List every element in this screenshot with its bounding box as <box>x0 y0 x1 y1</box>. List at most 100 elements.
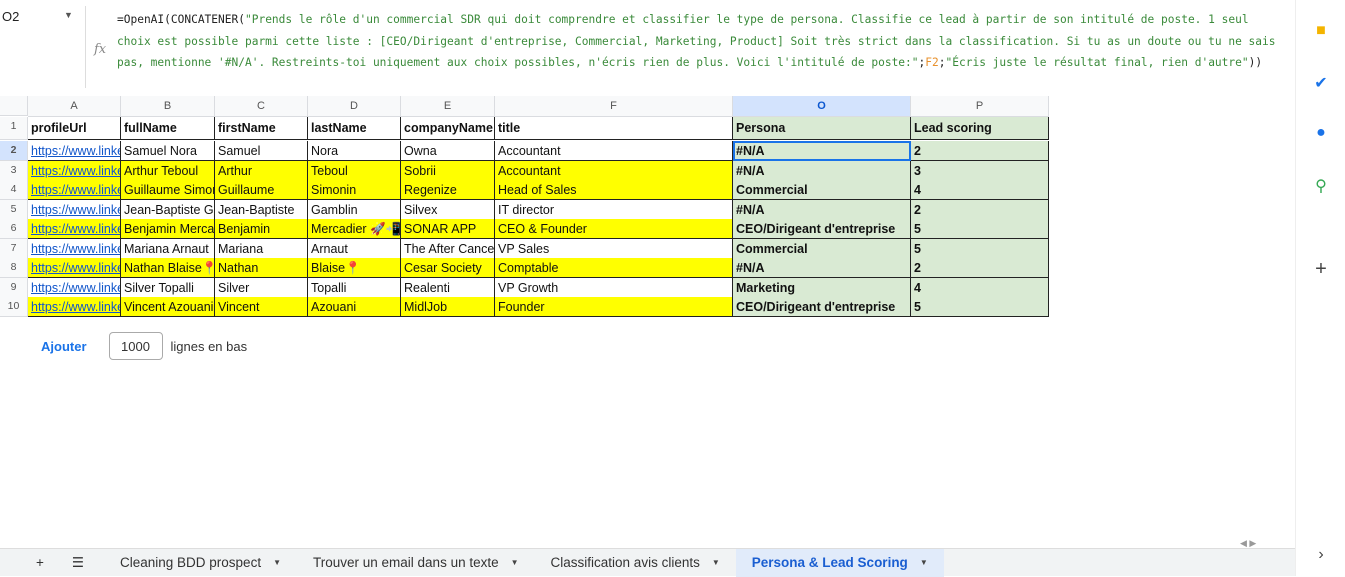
maps-icon[interactable]: ⚲ <box>1315 178 1327 195</box>
cell[interactable]: SONAR APP <box>401 219 495 239</box>
cell[interactable]: IT director <box>495 199 733 220</box>
row-header[interactable]: 4 <box>0 180 28 200</box>
cell[interactable]: Silver <box>215 277 308 298</box>
cell[interactable]: Arthur Teboul <box>121 160 215 181</box>
cell[interactable]: 4 <box>911 277 1049 298</box>
cell[interactable]: https://www.linkedin <box>28 199 121 220</box>
chevron-down-icon[interactable]: ▼ <box>919 558 928 567</box>
add-addon-icon[interactable]: + <box>1315 258 1327 280</box>
profile-link[interactable]: https://www.linkedin <box>31 261 120 275</box>
cell[interactable]: Mercadier 🚀📲 <box>308 219 401 239</box>
cell[interactable]: #N/A <box>733 199 911 220</box>
profile-link[interactable]: https://www.linkedin <box>31 241 120 256</box>
column-header-F[interactable]: F <box>495 96 733 117</box>
header-cell[interactable]: fullName <box>121 117 215 140</box>
cell[interactable]: Guillaume Simonin <box>121 180 215 200</box>
cell[interactable]: Blaise📍 <box>308 258 401 278</box>
column-header-D[interactable]: D <box>308 96 401 117</box>
cell[interactable]: https://www.linkedin <box>28 238 121 259</box>
column-header-E[interactable]: E <box>401 96 495 117</box>
cell[interactable]: Marketing <box>733 277 911 298</box>
header-cell[interactable]: companyName <box>401 117 495 140</box>
tasks-icon[interactable]: ✔ <box>1314 75 1328 92</box>
header-cell[interactable]: firstName <box>215 117 308 140</box>
cell[interactable]: Sobrii <box>401 160 495 181</box>
cell[interactable]: https://www.linkedin <box>28 219 121 239</box>
cell[interactable]: Nora <box>308 141 401 161</box>
cell[interactable]: Mariana <box>215 238 308 259</box>
cell[interactable]: The After Cancer <box>401 238 495 259</box>
cell[interactable]: Topalli <box>308 277 401 298</box>
cell[interactable]: Gamblin <box>308 199 401 220</box>
header-cell[interactable]: Persona <box>733 117 911 140</box>
keep-icon[interactable]: ■ <box>1316 22 1326 39</box>
cell[interactable]: CEO/Dirigeant d'entreprise <box>733 297 911 317</box>
cell[interactable]: 2 <box>911 141 1049 161</box>
cell[interactable]: VP Growth <box>495 277 733 298</box>
profile-link[interactable]: https://www.linkedin <box>31 202 120 217</box>
sheet-tab[interactable]: Classification avis clients ▼ <box>535 549 736 577</box>
cell[interactable]: Arthur <box>215 160 308 181</box>
chevron-down-icon[interactable]: ▼ <box>64 10 73 20</box>
column-header-B[interactable]: B <box>121 96 215 117</box>
row-header[interactable]: 1 <box>0 117 28 140</box>
column-header-A[interactable]: A <box>28 96 121 117</box>
cell[interactable]: 2 <box>911 199 1049 220</box>
cell[interactable]: 4 <box>911 180 1049 200</box>
cell[interactable]: Accountant <box>495 141 733 161</box>
cell[interactable]: Regenize <box>401 180 495 200</box>
cell[interactable]: CEO/Dirigeant d'entreprise <box>733 219 911 239</box>
header-cell[interactable]: title <box>495 117 733 140</box>
cell[interactable]: Comptable <box>495 258 733 278</box>
row-header[interactable]: 7 <box>0 238 28 259</box>
chevron-down-icon[interactable]: ▼ <box>510 558 519 567</box>
cell[interactable]: 3 <box>911 160 1049 181</box>
rows-count-input[interactable]: 1000 <box>108 332 163 360</box>
cell[interactable]: Commercial <box>733 238 911 259</box>
cell[interactable]: Vincent <box>215 297 308 317</box>
cell[interactable]: VP Sales <box>495 238 733 259</box>
cell[interactable]: Teboul <box>308 160 401 181</box>
column-header-P[interactable]: P <box>911 96 1049 117</box>
cell[interactable]: Realenti <box>401 277 495 298</box>
cell[interactable]: 5 <box>911 297 1049 317</box>
cell[interactable]: https://www.linkedin <box>28 160 121 181</box>
cell[interactable]: https://www.linkedin <box>28 141 121 161</box>
add-rows-button[interactable]: Ajouter <box>41 338 87 354</box>
cell[interactable]: 2 <box>911 258 1049 278</box>
cell[interactable]: https://www.linkedin <box>28 277 121 298</box>
cell[interactable]: Samuel <box>215 141 308 161</box>
cell[interactable]: Samuel Nora <box>121 141 215 161</box>
row-header[interactable]: 2 <box>0 141 28 161</box>
cell[interactable]: 5 <box>911 219 1049 239</box>
header-cell[interactable]: Lead scoring <box>911 117 1049 140</box>
cell[interactable]: 5 <box>911 238 1049 259</box>
cell[interactable]: Owna <box>401 141 495 161</box>
cell[interactable]: #N/A <box>733 258 911 278</box>
cell[interactable]: CEO & Founder <box>495 219 733 239</box>
cell[interactable]: #N/A <box>733 160 911 181</box>
chevron-down-icon[interactable]: ▼ <box>273 558 281 567</box>
cell[interactable]: Jean-Baptiste Gamblin <box>121 199 215 220</box>
all-sheets-icon[interactable]: ☰ <box>71 554 84 570</box>
profile-link[interactable]: https://www.linkedin <box>31 222 120 236</box>
row-header[interactable]: 9 <box>0 277 28 298</box>
cell[interactable]: MidlJob <box>401 297 495 317</box>
horizontal-scrollbar[interactable]: ◀ ▶ <box>1240 538 1257 548</box>
cell[interactable]: https://www.linkedin <box>28 297 121 317</box>
cell[interactable]: Nathan Blaise📍 <box>121 258 215 278</box>
add-sheet-icon[interactable]: + <box>36 555 44 570</box>
cell[interactable]: Benjamin Mercadier <box>121 219 215 239</box>
profile-link[interactable]: https://www.linkedin <box>31 163 120 178</box>
cell[interactable]: Cesar Society <box>401 258 495 278</box>
cell[interactable]: Nathan <box>215 258 308 278</box>
column-header-O[interactable]: O <box>733 96 911 117</box>
cell[interactable]: Benjamin <box>215 219 308 239</box>
profile-link[interactable]: https://www.linkedin <box>31 300 120 314</box>
name-box[interactable]: O2 ▼ <box>2 9 73 24</box>
cell[interactable]: Jean-Baptiste <box>215 199 308 220</box>
row-header[interactable]: 10 <box>0 297 28 317</box>
row-header[interactable]: 5 <box>0 199 28 220</box>
cell[interactable]: https://www.linkedin <box>28 180 121 200</box>
expand-panel-icon[interactable]: › <box>1318 546 1324 563</box>
